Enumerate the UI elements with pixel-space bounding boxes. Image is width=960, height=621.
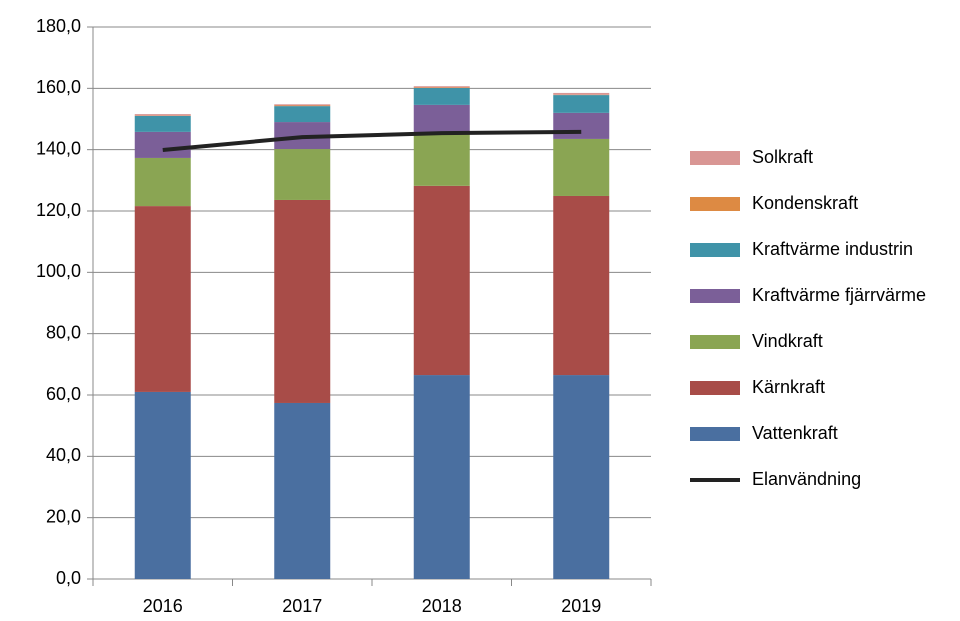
y-tick-label: 100,0 xyxy=(36,261,81,281)
y-tick-label: 80,0 xyxy=(46,322,81,342)
bar-segment xyxy=(413,104,470,134)
bar-segment xyxy=(274,149,331,200)
bar-segment xyxy=(413,133,470,186)
line-series xyxy=(162,129,582,152)
legend-swatch xyxy=(690,335,740,349)
legend-label: Solkraft xyxy=(752,147,813,167)
x-tick-label: 2019 xyxy=(561,596,601,616)
legend-swatch xyxy=(690,151,740,165)
legend-swatch xyxy=(690,289,740,303)
bar-segment xyxy=(134,115,191,132)
x-tick-label: 2017 xyxy=(282,596,322,616)
y-tick-label: 0,0 xyxy=(56,568,81,588)
y-tick-label: 40,0 xyxy=(46,445,81,465)
y-tick-label: 160,0 xyxy=(36,77,81,97)
legend-label: Kraftvärme industrin xyxy=(752,239,913,259)
bar-segment xyxy=(134,206,191,392)
bar-segment xyxy=(134,157,191,207)
bar-segment xyxy=(553,375,610,579)
legend-swatch xyxy=(690,197,740,211)
y-tick-label: 180,0 xyxy=(36,16,81,36)
bar-segment xyxy=(553,195,610,376)
bar-segment xyxy=(553,112,610,139)
y-tick-label: 140,0 xyxy=(36,138,81,158)
y-tick-label: 20,0 xyxy=(46,506,81,526)
legend-swatch xyxy=(690,243,740,257)
bar-segment xyxy=(274,106,331,123)
x-tick-label: 2016 xyxy=(143,596,183,616)
legend-label: Vattenkraft xyxy=(752,423,838,443)
x-tick-label: 2018 xyxy=(422,596,462,616)
bar-segment xyxy=(134,131,191,158)
legend-label: Kärnkraft xyxy=(752,377,825,397)
legend-swatch xyxy=(690,381,740,395)
legend-swatch xyxy=(690,427,740,441)
bar-segment xyxy=(134,391,191,579)
bar-segment xyxy=(413,375,470,579)
legend-label: Kondenskraft xyxy=(752,193,858,213)
bar-segment xyxy=(274,402,331,579)
legend-label: Vindkraft xyxy=(752,331,823,351)
bar-segment xyxy=(274,105,331,107)
bar-segment xyxy=(413,185,470,376)
legend-label: Elanvändning xyxy=(752,469,861,489)
bar-segment xyxy=(553,138,610,196)
bar-segment xyxy=(553,95,610,113)
legend-label: Kraftvärme fjärrvärme xyxy=(752,285,926,305)
bar-segment xyxy=(274,199,331,403)
y-tick-label: 120,0 xyxy=(36,200,81,220)
bar-segment xyxy=(413,88,470,105)
bar-segment xyxy=(413,87,470,89)
bar-segment xyxy=(134,114,191,116)
bar-segment xyxy=(553,92,610,95)
bar-segment xyxy=(274,104,331,106)
y-tick-label: 60,0 xyxy=(46,384,81,404)
bar-segment xyxy=(413,86,470,88)
